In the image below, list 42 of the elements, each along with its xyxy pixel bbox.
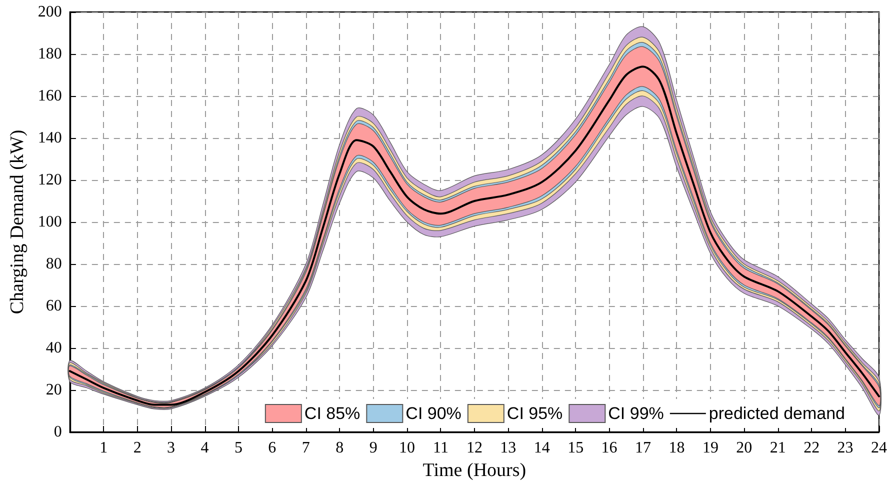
y-axis-title: Charging Demand (kW) xyxy=(7,130,28,314)
y-tick-label: 160 xyxy=(38,88,62,104)
y-tick-label: 200 xyxy=(38,4,62,20)
x-axis-title: Time (Hours) xyxy=(422,460,526,481)
x-tick-label: 15 xyxy=(568,440,584,456)
y-tick-label: 180 xyxy=(38,46,62,62)
x-tick-label: 23 xyxy=(837,440,854,456)
y-tick-label: 100 xyxy=(38,214,62,230)
legend-label: CI 95% xyxy=(506,404,563,423)
legend-label: CI 85% xyxy=(304,404,360,423)
x-tick-label: 14 xyxy=(534,440,550,456)
y-tick-label: 140 xyxy=(38,130,62,146)
x-tick-label: 24 xyxy=(871,440,887,456)
y-tick-label: 0 xyxy=(54,424,62,440)
x-tick-label: 11 xyxy=(433,440,448,456)
legend-label: CI 90% xyxy=(406,404,462,423)
y-tick-label: 80 xyxy=(46,256,62,272)
x-tick-label: 6 xyxy=(268,440,276,456)
x-tick-label: 18 xyxy=(668,440,685,456)
x-tick-label: 9 xyxy=(369,440,378,456)
x-tick-label: 21 xyxy=(770,440,786,456)
x-tick-label: 3 xyxy=(167,440,176,456)
x-tick-label: 12 xyxy=(466,440,482,456)
x-tick-label: 7 xyxy=(302,440,310,456)
y-tick-label: 20 xyxy=(46,382,62,398)
x-tick-label: 4 xyxy=(200,440,209,456)
x-tick-label: 13 xyxy=(500,440,516,456)
x-tick-label: 22 xyxy=(804,440,820,456)
y-tick-label: 60 xyxy=(46,298,62,314)
x-tick-label: 5 xyxy=(234,440,242,456)
x-tick-label: 2 xyxy=(133,440,142,456)
x-tick-label: 20 xyxy=(736,440,752,456)
y-tick-label: 40 xyxy=(46,340,62,356)
x-tick-label: 10 xyxy=(399,440,416,456)
x-tick-label: 17 xyxy=(635,440,652,456)
legend-label: predicted demand xyxy=(708,404,845,423)
x-tick-label: 19 xyxy=(702,440,718,456)
x-tick-label: 8 xyxy=(336,440,344,456)
x-tick-label: 1 xyxy=(100,440,108,456)
y-tick-label: 120 xyxy=(38,172,62,188)
legend-label: CI 99% xyxy=(608,404,664,423)
x-tick-label: 16 xyxy=(601,440,618,456)
